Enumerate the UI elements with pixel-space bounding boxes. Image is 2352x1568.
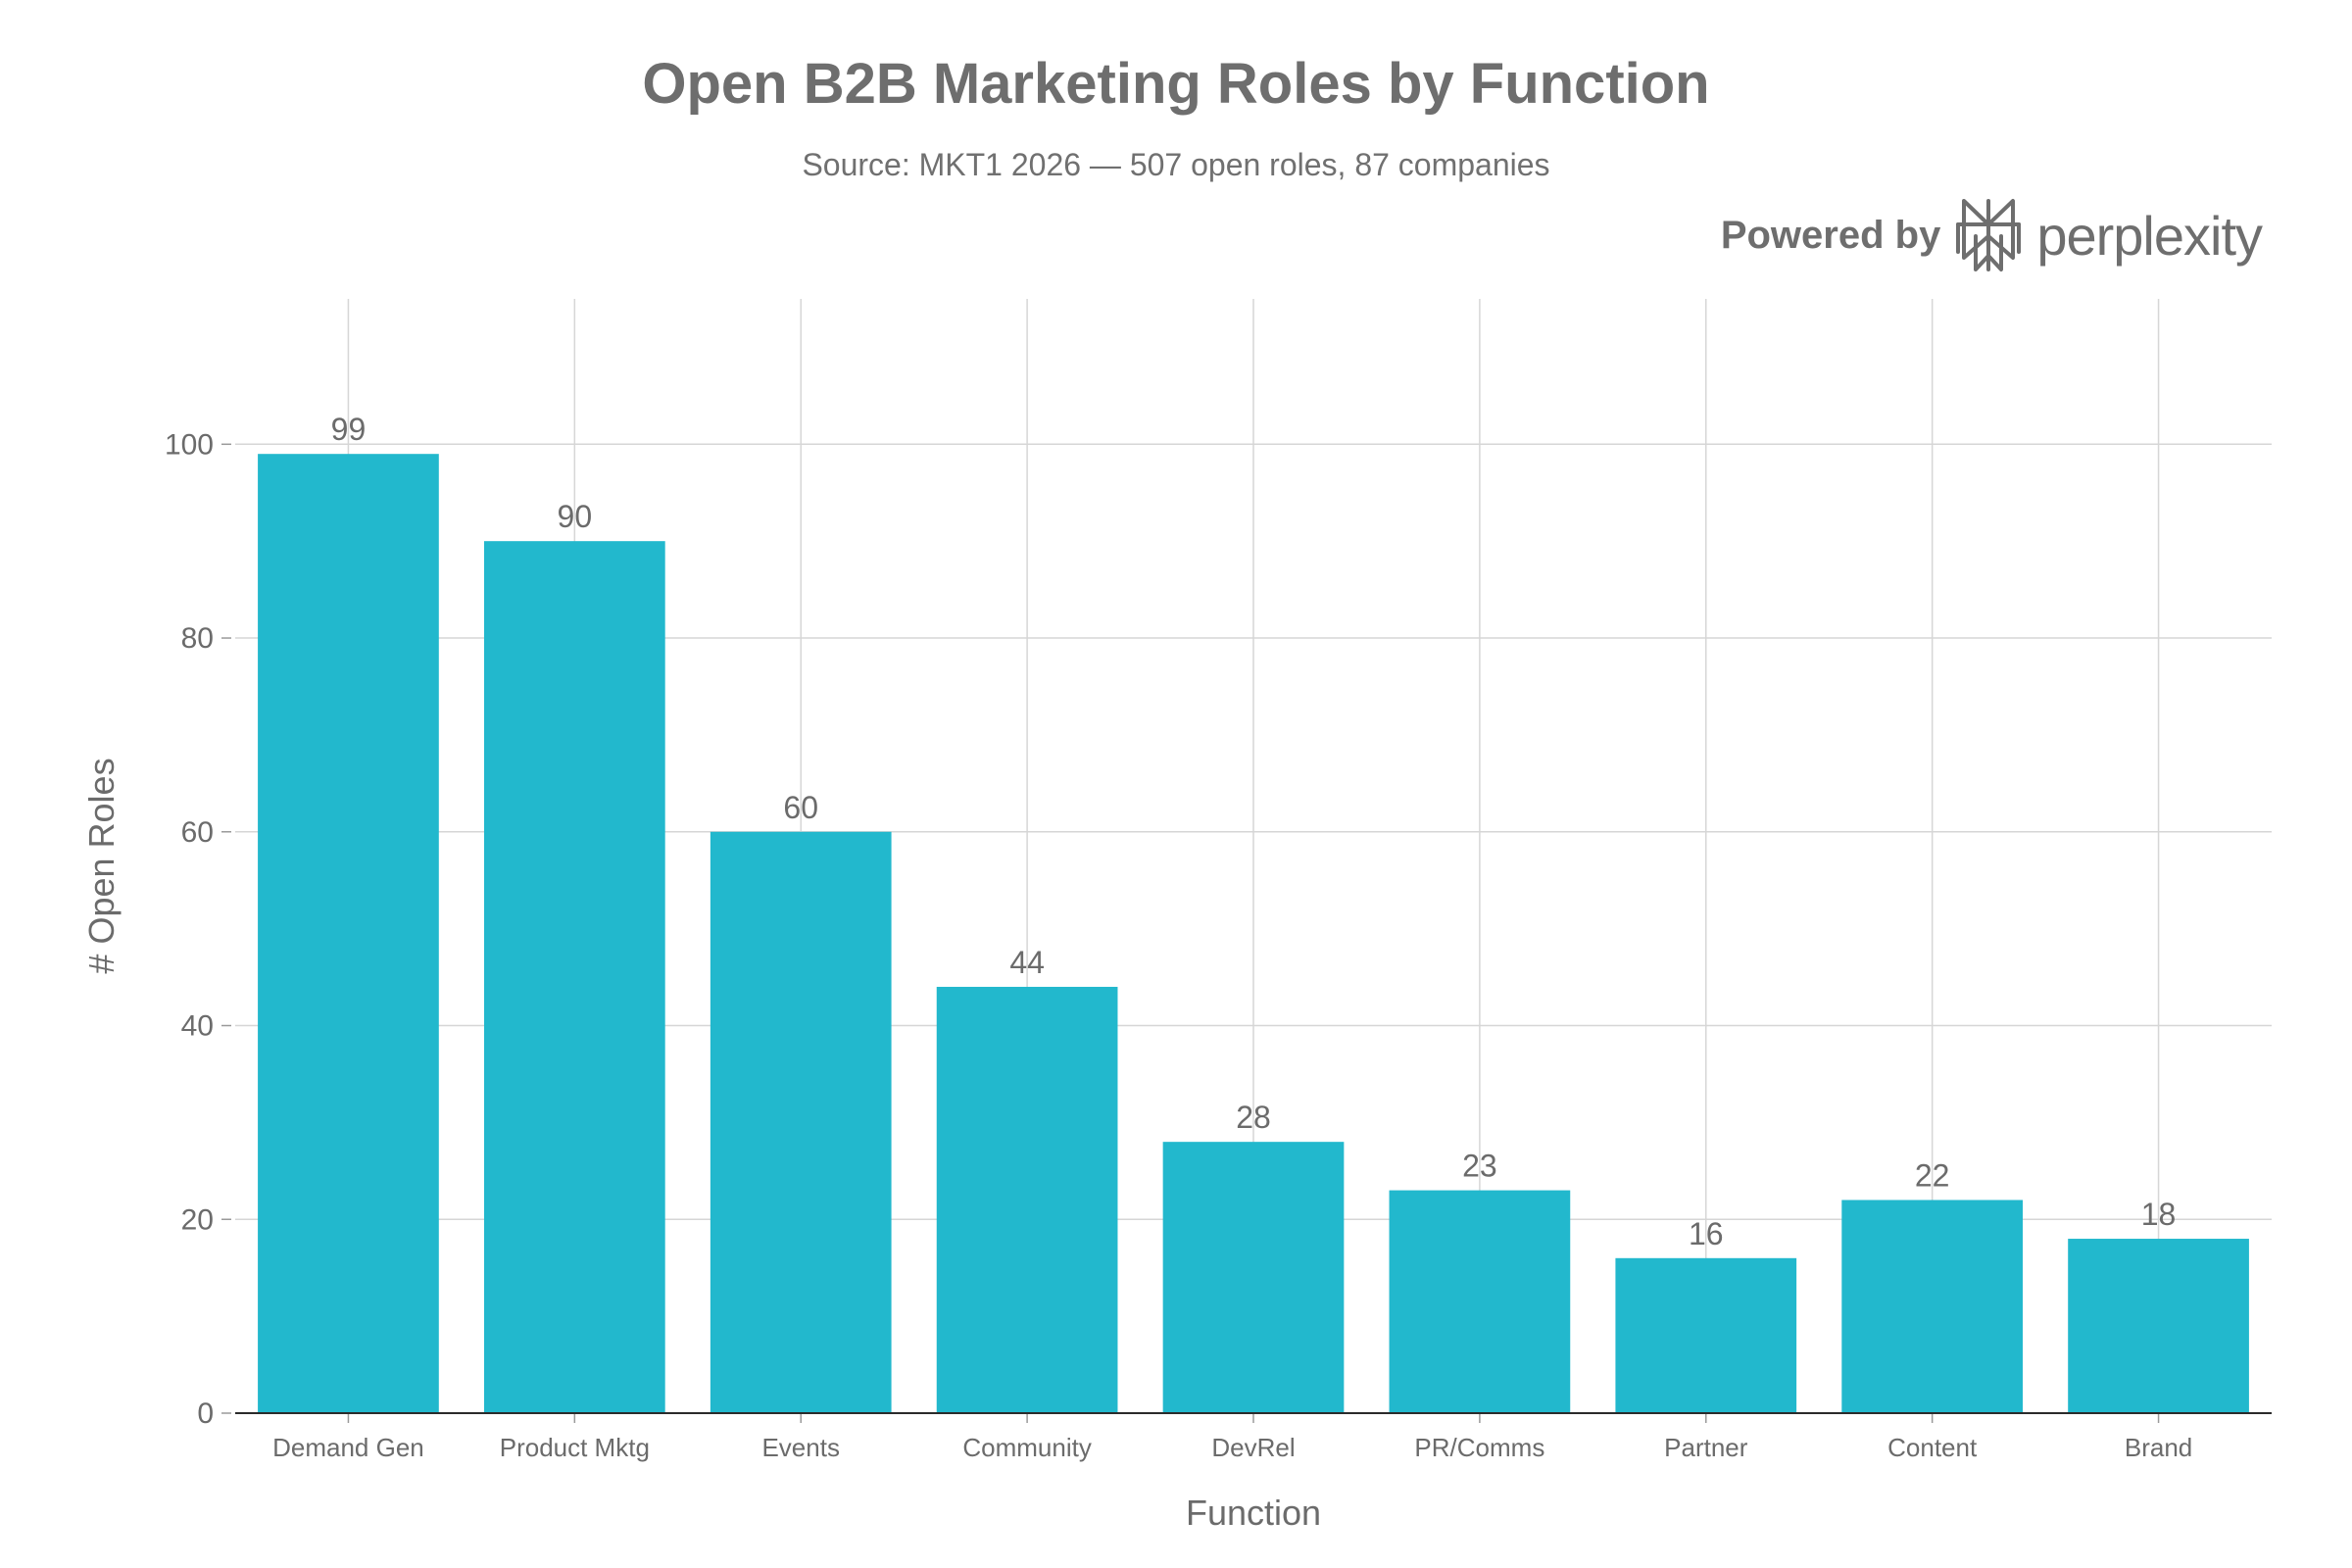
data-label: 16 xyxy=(1689,1216,1724,1251)
data-label: 60 xyxy=(783,790,818,825)
x-tick-label: DevRel xyxy=(1211,1433,1295,1462)
perplexity-logo-icon xyxy=(1956,199,2022,271)
bar-product-mktg xyxy=(483,541,665,1413)
y-tick-label: 80 xyxy=(181,622,214,655)
bar-pr-comms xyxy=(1389,1190,1571,1413)
bar-devrel xyxy=(1162,1142,1345,1413)
data-label: 44 xyxy=(1009,945,1045,980)
chart-title: Open B2B Marketing Roles by Function xyxy=(642,52,1710,116)
x-tick-label: Demand Gen xyxy=(272,1433,424,1462)
y-tick-label: 0 xyxy=(197,1397,214,1430)
data-label: 18 xyxy=(2141,1197,2177,1232)
x-tick-label: Partner xyxy=(1664,1433,1748,1462)
powered-by-label: Powered by xyxy=(1720,213,1941,257)
y-tick-label: 60 xyxy=(181,816,214,849)
x-tick-label: Community xyxy=(962,1433,1091,1462)
data-label: 22 xyxy=(1915,1157,1950,1193)
data-label: 90 xyxy=(558,499,593,534)
x-axis-title: Function xyxy=(1186,1493,1321,1533)
x-tick-label: Brand xyxy=(2125,1433,2192,1462)
bar-partner xyxy=(1615,1257,1797,1413)
bar-brand xyxy=(2068,1239,2249,1413)
y-axis-ticks: 0 20 40 60 80 100 xyxy=(165,428,231,1430)
perplexity-wordmark: perplexity xyxy=(2036,204,2263,267)
bar-demand-gen xyxy=(258,454,439,1414)
x-tick-label: Content xyxy=(1887,1433,1978,1462)
x-axis-ticks: Demand Gen Product Mktg Events Community Dev… xyxy=(272,1413,2192,1462)
powered-by-branding: Powered by perplexity xyxy=(1720,196,2263,274)
y-axis-title: # Open Roles xyxy=(81,758,122,973)
chart-subtitle: Source: MKT1 2026 — 507 open roles, 87 c… xyxy=(802,147,1550,182)
y-tick-label: 20 xyxy=(181,1203,214,1236)
x-tick-label: Product Mktg xyxy=(500,1433,650,1462)
data-label: 99 xyxy=(331,412,367,447)
bar-content xyxy=(1841,1200,2024,1413)
data-label: 28 xyxy=(1236,1100,1271,1135)
bar-events xyxy=(710,831,892,1413)
bars xyxy=(258,454,2249,1414)
x-tick-label: Events xyxy=(761,1433,840,1462)
bar-community xyxy=(936,986,1118,1413)
value-labels: 99 90 60 44 28 23 16 22 18 xyxy=(331,412,2177,1251)
x-tick-label: PR/Comms xyxy=(1414,1433,1544,1462)
y-tick-label: 40 xyxy=(181,1010,214,1043)
data-label: 23 xyxy=(1462,1149,1497,1184)
y-tick-label: 100 xyxy=(165,428,214,461)
